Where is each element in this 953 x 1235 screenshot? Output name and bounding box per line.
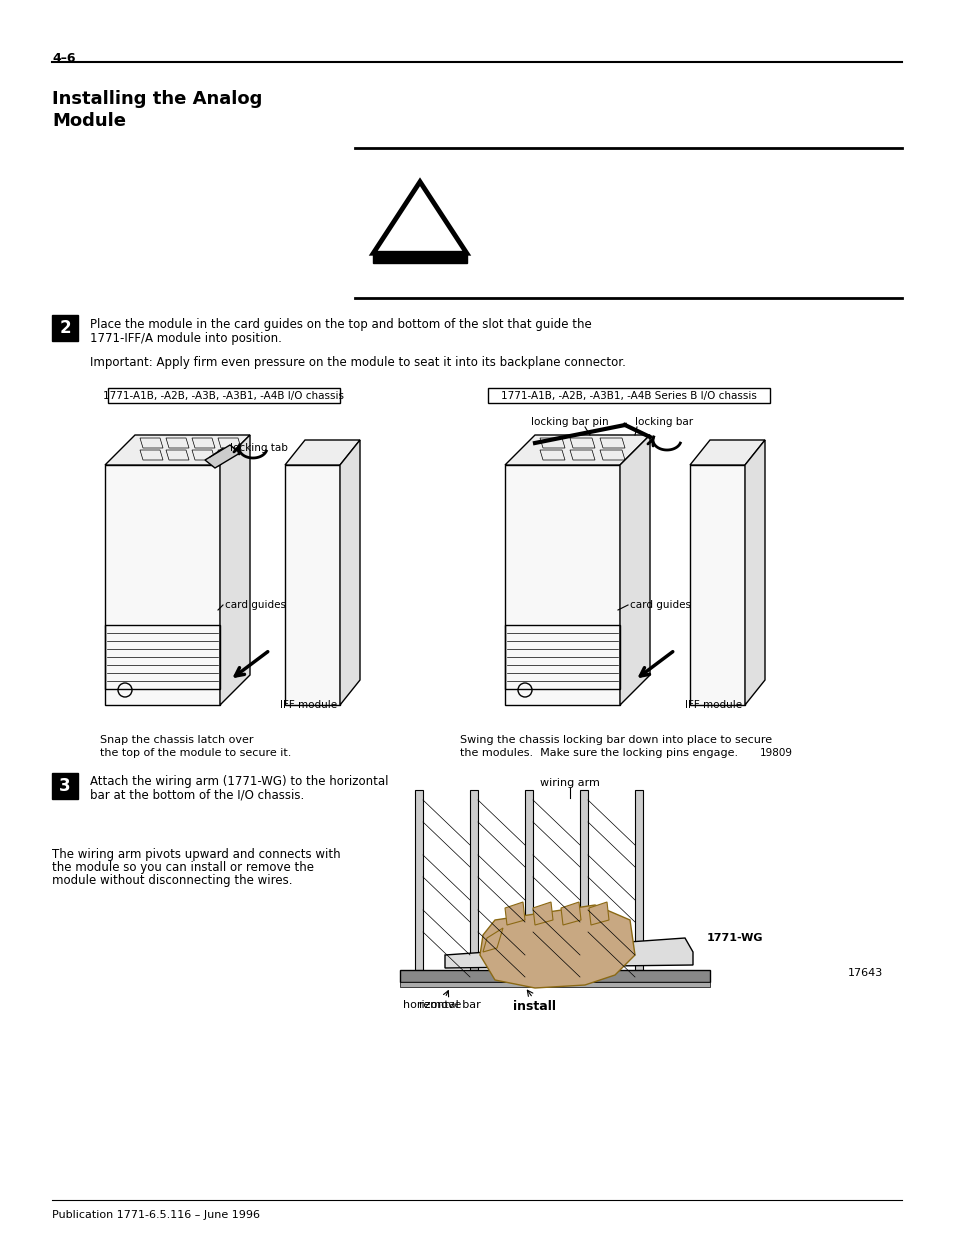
Bar <box>399 969 709 982</box>
Bar <box>108 388 339 403</box>
Text: 1771-A1B, -A2B, -A3B1, -A4B Series B I/O chassis: 1771-A1B, -A2B, -A3B1, -A4B Series B I/O… <box>500 390 756 400</box>
Bar <box>470 790 477 969</box>
Bar <box>689 466 744 705</box>
Text: bar at the bottom of the I/O chassis.: bar at the bottom of the I/O chassis. <box>90 788 304 802</box>
Bar <box>579 790 587 969</box>
Text: 1771-IFF/A module into position.: 1771-IFF/A module into position. <box>90 332 281 345</box>
Polygon shape <box>482 927 502 952</box>
Bar <box>105 625 220 689</box>
Polygon shape <box>588 902 608 925</box>
Polygon shape <box>444 939 692 968</box>
Polygon shape <box>339 440 359 705</box>
Text: horizontal bar: horizontal bar <box>402 1000 480 1010</box>
Text: module without disconnecting the wires.: module without disconnecting the wires. <box>52 874 293 887</box>
Bar <box>504 625 619 689</box>
Polygon shape <box>619 435 649 705</box>
Bar <box>52 315 78 341</box>
Text: the modules.  Make sure the locking pins engage.: the modules. Make sure the locking pins … <box>459 748 738 758</box>
Polygon shape <box>373 253 466 263</box>
Text: Place the module in the card guides on the top and bottom of the slot that guide: Place the module in the card guides on t… <box>90 317 591 331</box>
Text: 4–6: 4–6 <box>52 52 75 65</box>
Text: Swing the chassis locking bar down into place to secure: Swing the chassis locking bar down into … <box>459 735 771 745</box>
Polygon shape <box>504 902 524 925</box>
Bar <box>415 790 422 969</box>
Text: Publication 1771-6.5.116 – June 1996: Publication 1771-6.5.116 – June 1996 <box>52 1210 260 1220</box>
Bar <box>635 790 642 969</box>
Text: Important: Apply firm even pressure on the module to seat it into its backplane : Important: Apply firm even pressure on t… <box>90 356 625 369</box>
Polygon shape <box>220 435 250 705</box>
Text: IFF module: IFF module <box>280 700 336 710</box>
Bar <box>488 388 769 403</box>
Text: 17643: 17643 <box>847 968 882 978</box>
Text: locking tab: locking tab <box>230 443 288 453</box>
Text: card guides: card guides <box>225 600 286 610</box>
Text: locking bar pin: locking bar pin <box>531 417 608 427</box>
Text: The wiring arm pivots upward and connects with: The wiring arm pivots upward and connect… <box>52 848 340 861</box>
Bar <box>105 466 220 705</box>
Text: remove: remove <box>418 1000 460 1010</box>
Polygon shape <box>689 440 764 466</box>
Text: Module: Module <box>52 112 126 130</box>
Polygon shape <box>504 435 649 466</box>
Bar <box>524 790 533 969</box>
Polygon shape <box>560 902 580 925</box>
Text: wiring arm: wiring arm <box>539 778 599 788</box>
Text: card guides: card guides <box>629 600 690 610</box>
Polygon shape <box>105 435 250 466</box>
Text: 3: 3 <box>59 777 71 795</box>
Text: 1771-A1B, -A2B, -A3B, -A3B1, -A4B I/O chassis: 1771-A1B, -A2B, -A3B, -A3B1, -A4B I/O ch… <box>103 390 344 400</box>
Text: install: install <box>513 1000 556 1013</box>
Polygon shape <box>744 440 764 705</box>
Polygon shape <box>533 902 553 925</box>
Text: Snap the chassis latch over: Snap the chassis latch over <box>100 735 253 745</box>
Text: 19809: 19809 <box>760 748 792 758</box>
Bar <box>504 466 619 705</box>
Text: IFF module: IFF module <box>684 700 741 710</box>
Polygon shape <box>285 440 359 466</box>
Bar <box>285 466 339 705</box>
Text: 1771-WG: 1771-WG <box>706 932 762 944</box>
Polygon shape <box>205 445 240 468</box>
Bar <box>52 773 78 799</box>
Polygon shape <box>479 905 635 988</box>
Text: 2: 2 <box>59 319 71 337</box>
Text: Installing the Analog: Installing the Analog <box>52 90 262 107</box>
Bar <box>399 982 709 987</box>
Text: the top of the module to secure it.: the top of the module to secure it. <box>100 748 291 758</box>
Text: the module so you can install or remove the: the module so you can install or remove … <box>52 861 314 874</box>
Text: locking bar: locking bar <box>635 417 693 427</box>
Text: Attach the wiring arm (1771-WG) to the horizontal: Attach the wiring arm (1771-WG) to the h… <box>90 776 388 788</box>
